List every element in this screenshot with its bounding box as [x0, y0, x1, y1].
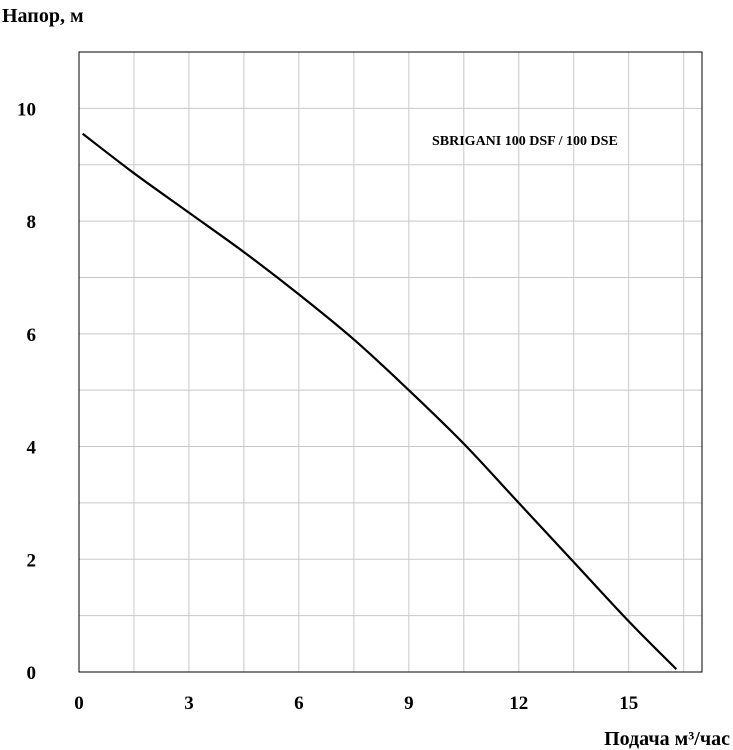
series-line-head-curve: [81, 132, 678, 670]
y-tick-labels: 0 2 4 6 8 10: [17, 99, 37, 684]
y-axis-title: Напор, м: [2, 5, 84, 27]
x-tick-label: 6: [294, 693, 304, 714]
x-tick-label: 9: [404, 693, 414, 714]
y-tick-label: 0: [27, 663, 37, 684]
y-tick-label: 4: [27, 438, 37, 459]
grid-lines: [79, 52, 702, 672]
y-tick-label: 6: [27, 325, 37, 346]
chart-annotation-model: SBRIGANI 100 DSF / 100 DSE: [432, 134, 618, 149]
x-tick-label: 0: [74, 693, 84, 714]
y-tick-label: 10: [17, 99, 36, 120]
x-tick-label: 12: [509, 693, 528, 714]
y-tick-label: 2: [27, 550, 37, 571]
plot-frame: [78, 51, 703, 673]
x-tick-label: 3: [184, 693, 194, 714]
x-axis-title: Подача м³/час: [604, 728, 730, 750]
x-tick-label: 15: [619, 693, 638, 714]
x-tick-labels: 0 3 6 9 12 15: [74, 693, 638, 714]
y-tick-label: 8: [27, 212, 37, 233]
